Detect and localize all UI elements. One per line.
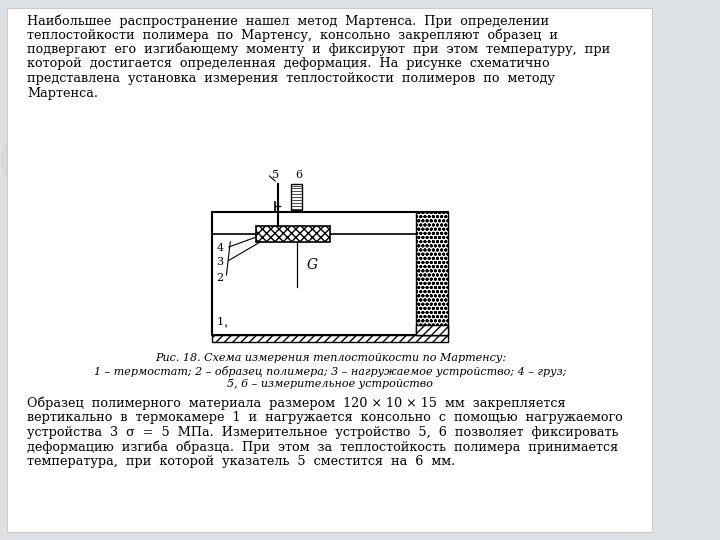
Circle shape — [2, 132, 53, 188]
Circle shape — [560, 472, 575, 488]
Text: представлена  установка  измерения  теплостойкости  полимеров  по  методу: представлена установка измерения теплост… — [27, 72, 555, 85]
Circle shape — [613, 370, 631, 390]
Text: G: G — [307, 258, 318, 272]
Circle shape — [30, 28, 71, 72]
Text: устройства  3  σ  =  5  МПа.  Измерительное  устройство  5,  6  позволяет  фикси: устройства 3 σ = 5 МПа. Измерительное ус… — [27, 426, 618, 439]
Text: 1 – термостат; 2 – образец полимера; 3 – нагружаемое устройство; 4 – груз;: 1 – термостат; 2 – образец полимера; 3 –… — [94, 366, 567, 377]
Text: 5: 5 — [272, 170, 279, 180]
Circle shape — [505, 27, 520, 43]
Bar — [416, 212, 449, 335]
Text: 1: 1 — [216, 317, 223, 327]
Circle shape — [629, 143, 643, 158]
Circle shape — [613, 250, 650, 290]
Circle shape — [32, 240, 68, 280]
Text: вертикально  в  термокамере  1  и  нагружается  консольно  с  помощью  нагружаем: вертикально в термокамере 1 и нагружаетс… — [27, 411, 624, 424]
Circle shape — [14, 145, 42, 176]
Text: 5, 6 – измерительное устройство: 5, 6 – измерительное устройство — [228, 379, 433, 389]
Circle shape — [138, 20, 156, 40]
Text: деформацию  изгиба  образца.  При  этом  за  теплостойкость  полимера  принимает: деформацию изгиба образца. При этом за т… — [27, 441, 618, 454]
Text: подвергают  его  изгибающему  моменту  и  фиксируют  при  этом  температуру,  пр: подвергают его изгибающему моменту и фик… — [27, 43, 611, 57]
Circle shape — [611, 68, 634, 92]
Circle shape — [622, 430, 641, 450]
Circle shape — [554, 465, 581, 495]
Text: Наибольшее  распространение  нашел  метод  Мартенса.  При  определении: Наибольшее распространение нашел метод М… — [27, 14, 549, 28]
Text: 2: 2 — [216, 273, 223, 283]
Circle shape — [40, 249, 60, 271]
Circle shape — [624, 136, 649, 164]
Text: 6: 6 — [294, 170, 302, 180]
Bar — [291, 184, 302, 210]
Circle shape — [40, 38, 61, 62]
Text: Рис. 18. Схема измерения теплостойкости по Мартенсу:: Рис. 18. Схема измерения теплостойкости … — [155, 353, 506, 363]
Text: 4: 4 — [216, 243, 223, 253]
Circle shape — [606, 362, 639, 398]
Circle shape — [23, 440, 78, 500]
Text: Мартенса.: Мартенса. — [27, 86, 99, 99]
Circle shape — [551, 12, 584, 48]
Text: которой  достигается  определенная  деформация.  На  рисунке  схематично: которой достигается определенная деформа… — [27, 57, 550, 71]
Text: температура,  при  которой  указатель  5  сместится  на  6  мм.: температура, при которой указатель 5 сме… — [27, 455, 456, 468]
Circle shape — [559, 20, 577, 40]
Bar — [212, 212, 449, 335]
Circle shape — [9, 345, 55, 395]
Text: Образец  полимерного  материала  размером  120 × 10 × 15  мм  закрепляется: Образец полимерного материала размером 1… — [27, 397, 566, 410]
Circle shape — [621, 259, 642, 281]
Bar — [256, 226, 330, 242]
Bar — [416, 325, 449, 335]
Circle shape — [35, 454, 66, 487]
Text: теплостойкости  полимера  по  Мартенсу,  консольно  закрепляют  образец  и: теплостойкости полимера по Мартенсу, кон… — [27, 29, 559, 42]
Text: 3: 3 — [216, 257, 223, 267]
Circle shape — [19, 356, 45, 384]
Bar — [212, 335, 449, 342]
